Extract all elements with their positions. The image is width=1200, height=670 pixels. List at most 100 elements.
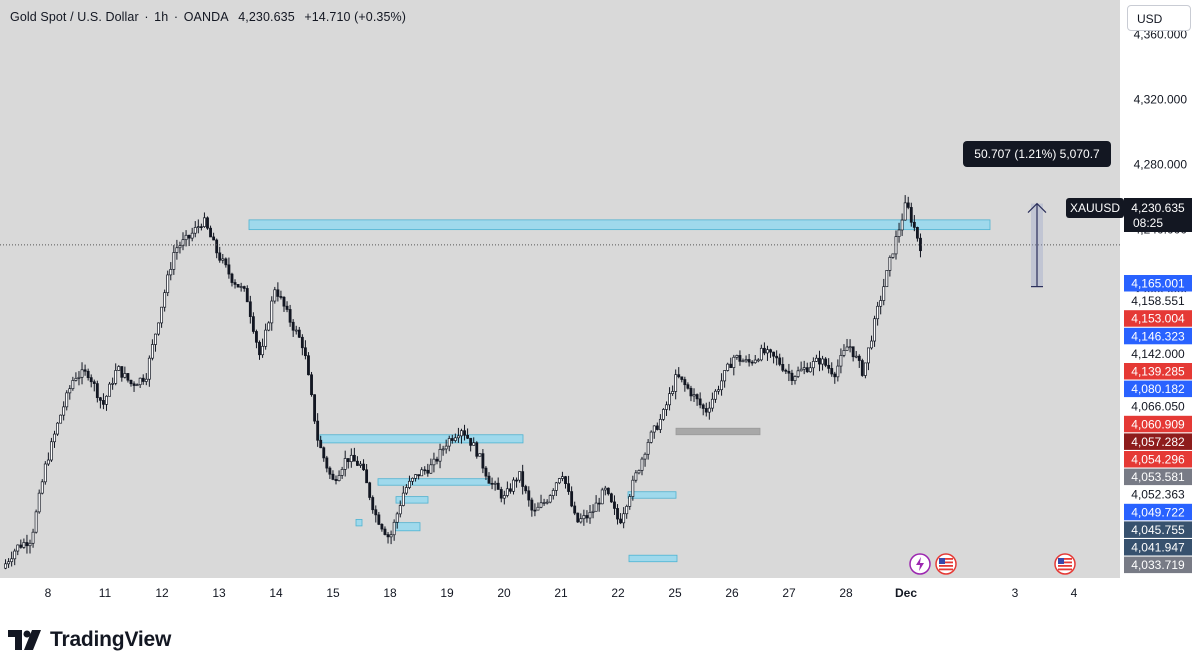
x-tick-label: 19 [440, 586, 454, 600]
candle-body [897, 229, 901, 237]
candle-body [821, 358, 824, 365]
y-tick-label: 4,320.000 [1134, 92, 1188, 106]
x-tick-label: 12 [155, 586, 169, 600]
price-tag-label: 4,158.551 [1131, 294, 1185, 308]
candle-body [187, 234, 191, 239]
candle-body [98, 397, 102, 401]
candle-body [808, 367, 812, 373]
candle-body [22, 542, 26, 548]
candle-body [423, 469, 427, 472]
candle-body [652, 425, 656, 433]
candle-body [747, 359, 751, 363]
price-tag [1123, 344, 1193, 363]
candle-body [609, 493, 613, 503]
price-tag [1124, 415, 1192, 433]
candle-body [744, 359, 748, 362]
candle-body [196, 226, 200, 228]
candle-body [404, 487, 408, 494]
tradingview-logo[interactable]: TradingView [8, 628, 171, 652]
candle-body [74, 377, 78, 381]
candle-body [613, 501, 616, 509]
candle-body [319, 439, 323, 449]
lines-layer: 50.707 (1.21%) 5,070.7 [0, 141, 1120, 288]
candle-body [337, 475, 341, 482]
candle-body [472, 442, 476, 446]
price-tag-label: 4,139.285 [1131, 365, 1185, 379]
candle-body [879, 300, 883, 307]
price-tag-label: 4,146.323 [1131, 329, 1185, 343]
zone [395, 496, 429, 504]
candle-body [144, 378, 148, 382]
candle-body [141, 377, 145, 382]
candle-body [270, 300, 274, 324]
candle-body [255, 331, 258, 343]
candle-body [557, 478, 561, 484]
flag-canton [939, 558, 945, 564]
candle-body [203, 217, 206, 227]
candle-body [524, 486, 528, 492]
candle-body [62, 406, 66, 416]
currency-button[interactable]: USD [1127, 5, 1191, 31]
candle-body [600, 489, 604, 505]
candle-body [772, 351, 776, 357]
candle-body [527, 490, 531, 501]
price-tag [1124, 539, 1192, 556]
candle-body [193, 227, 197, 234]
candle-body [359, 463, 362, 466]
candle-body [383, 528, 387, 535]
candle-body [334, 479, 338, 482]
x-tick-label: 21 [554, 586, 568, 600]
candle-body [668, 393, 671, 406]
candle-body [261, 345, 264, 356]
candle-body [322, 447, 326, 459]
candle-body [248, 301, 252, 317]
candle-body [906, 202, 910, 208]
candle-body [300, 336, 304, 349]
symbol-legend[interactable]: Gold Spot / U.S. Dollar · 1h · OANDA 4,2… [10, 10, 407, 24]
candle-body [417, 474, 421, 477]
candle-body [606, 487, 610, 495]
candle-body [83, 369, 87, 372]
price-tag-label: 4,057.282 [1131, 435, 1185, 449]
lightning-icon [909, 553, 931, 575]
flag-stripe [939, 558, 953, 560]
candle-body [548, 495, 552, 503]
candle-body [827, 364, 831, 369]
candle-body [108, 383, 111, 397]
candle-body [701, 404, 705, 409]
candle-body [352, 454, 356, 462]
candle-body [723, 370, 727, 382]
candle-body [227, 264, 231, 275]
price-tag [1124, 451, 1192, 468]
candle-body [328, 467, 332, 475]
candle-body [671, 391, 675, 395]
candle-body [689, 387, 693, 397]
candle-body [294, 329, 298, 332]
x-tick-label: 4 [1071, 586, 1078, 600]
candle-body [860, 360, 864, 376]
candle-body [570, 491, 574, 507]
zone [675, 427, 761, 436]
candle-body [349, 454, 353, 463]
candle-body [236, 284, 240, 288]
candle-body [40, 481, 44, 494]
candle-body [16, 544, 20, 552]
candle-body [206, 217, 209, 229]
flag-stripe [939, 568, 953, 571]
price-tag-label: 4,153.004 [1131, 312, 1185, 326]
candle-body [481, 453, 485, 469]
price-tag [1124, 433, 1192, 450]
candle-body [867, 347, 870, 364]
candle-body [900, 219, 904, 231]
price-tags: 4,165.001 4,158.551 4,153.004 4,146.323 4,14… [1123, 275, 1193, 574]
candle-body [658, 418, 662, 430]
candle-body [242, 286, 246, 289]
candle-body [420, 469, 424, 477]
candle-body [512, 479, 515, 492]
candle-body [625, 505, 629, 515]
price-tag-label: 4,053.581 [1131, 470, 1185, 484]
candle-body [184, 234, 188, 241]
us-flag-icon [935, 553, 957, 575]
candle-body [264, 329, 268, 347]
